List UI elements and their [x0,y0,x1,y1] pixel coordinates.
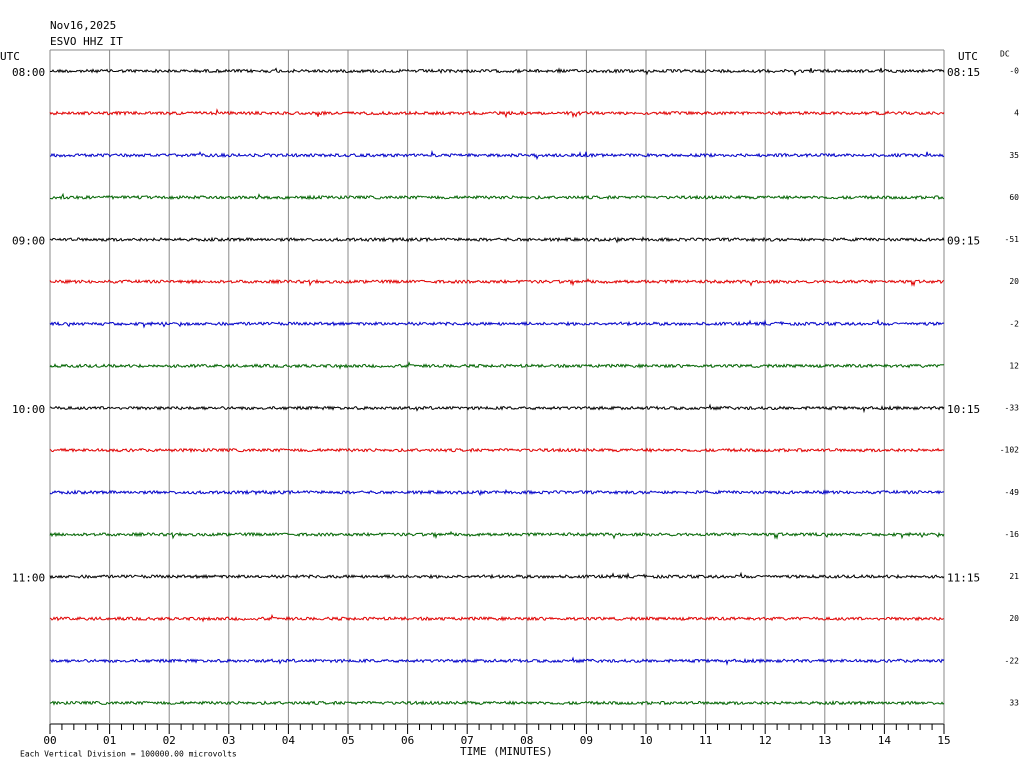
trace [49,699,945,706]
x-tick-label: 07 [461,734,474,747]
x-tick-label: 13 [818,734,831,747]
trace [49,656,945,666]
dc-value: 21 [1009,572,1019,581]
right-time-label: 08:15 [947,66,980,79]
x-tick-label: 02 [163,734,176,747]
footer: Each Vertical Division = 100000.00 micro… [20,750,237,759]
x-tick-label: 11 [699,734,712,747]
x-tick-label: 14 [878,734,892,747]
dc-value: -33 [1005,404,1020,413]
dc-value: -0 [1009,67,1019,76]
trace [49,149,945,161]
x-tick-label: 01 [103,734,116,747]
dc-value: -51 [1005,235,1020,244]
dc-value: -22 [1005,656,1020,665]
x-tick-label: 08 [520,734,533,747]
trace [49,530,945,540]
left-unit: UTC [0,50,20,63]
dc-value: 4 [1014,109,1019,118]
dc-value: -49 [1005,488,1020,497]
dc-value: 33 [1009,698,1019,707]
x-tick-label: 09 [580,734,593,747]
date: Nov16,2025 [50,19,116,32]
x-tick-label: 03 [222,734,235,747]
trace [49,361,945,370]
dc-value: -2 [1009,319,1019,328]
dc-value: 60 [1009,193,1019,202]
trace [49,192,945,201]
dc-header: DC [1000,50,1010,59]
dc-value: 20 [1009,277,1019,286]
trace [49,613,945,623]
right-time-label: 11:15 [947,572,980,585]
trace [49,278,945,288]
right-time-label: 09:15 [947,235,980,248]
station: ESVO HHZ IT [50,35,123,48]
x-tick-label: 00 [43,734,56,747]
x-tick-label: 06 [401,734,414,747]
right-unit: UTC [958,50,978,63]
x-tick-label: 04 [282,734,296,747]
dc-value: -102 [1000,446,1019,455]
dc-value: 12 [1009,361,1019,370]
trace [49,571,945,580]
x-tick-label: 05 [341,734,354,747]
left-time-label: 09:00 [12,235,45,248]
left-time-label: 08:00 [12,66,45,79]
trace [49,403,945,414]
trace [49,108,945,119]
left-time-label: 11:00 [12,572,45,585]
trace [49,236,945,244]
x-tick-label: 10 [639,734,652,747]
left-time-label: 10:00 [12,403,45,416]
trace [49,488,945,497]
dc-value: 20 [1009,614,1019,623]
dc-value: -16 [1005,530,1020,539]
x-axis-label: TIME (MINUTES) [460,745,553,758]
x-tick-label: 15 [937,734,950,747]
dc-value: 35 [1009,151,1019,160]
x-tick-label: 12 [759,734,772,747]
trace [49,318,945,329]
trace [49,447,945,454]
right-time-label: 10:15 [947,403,980,416]
trace [49,67,945,77]
